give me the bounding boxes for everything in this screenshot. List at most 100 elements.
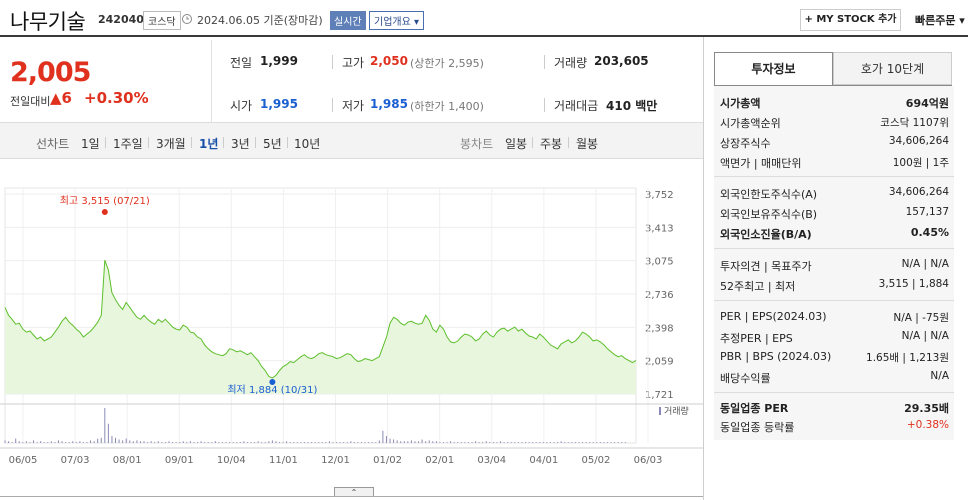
invest-row-value: 3,515 | 1,884 xyxy=(878,278,949,290)
volume-label: 거래량 xyxy=(664,405,689,417)
volume-bar xyxy=(129,440,131,443)
invest-row-value: N/A | N/A xyxy=(901,330,949,342)
volume-bar xyxy=(275,441,277,443)
volume-bar xyxy=(328,441,330,443)
volume-bar xyxy=(557,442,559,443)
volume-bar xyxy=(385,436,387,443)
volume-bar xyxy=(442,442,444,443)
volume-bar xyxy=(393,439,395,443)
volume-bar xyxy=(296,442,298,443)
x-tick-label: 06/03 xyxy=(634,455,663,466)
volume-bar xyxy=(97,438,99,443)
stock-code: 242040 xyxy=(98,13,144,26)
volume-bar xyxy=(204,442,206,443)
volume-bar xyxy=(350,441,352,443)
volume-bar xyxy=(457,442,459,443)
volume-bar xyxy=(207,442,209,443)
x-tick-label: 10/04 xyxy=(217,455,246,466)
period-1d[interactable]: 1일 xyxy=(81,137,100,151)
amount-value: 410 백만 xyxy=(606,99,658,113)
invest-row-label: 외국인소진율(B/A) xyxy=(720,228,812,241)
period-3m[interactable]: 3개월 xyxy=(156,137,186,151)
period-5y[interactable]: 5년 xyxy=(263,137,282,151)
volume-bar xyxy=(57,440,59,443)
volume-bar xyxy=(403,441,405,443)
divider xyxy=(703,37,704,500)
tab-orderbook[interactable]: 호가 10단계 xyxy=(833,52,952,85)
expand-toggle[interactable]: ⌃ xyxy=(334,487,374,497)
divider xyxy=(532,137,533,148)
high-marker xyxy=(101,209,108,215)
candle-weekly[interactable]: 주봉 xyxy=(540,137,563,151)
y-tick-label: 2,736 xyxy=(645,290,674,301)
volume-bar xyxy=(614,442,616,443)
divider xyxy=(255,137,256,148)
volume-bar xyxy=(232,442,234,443)
period-10y[interactable]: 10년 xyxy=(294,137,321,151)
volume-bar xyxy=(11,442,13,443)
volume-bar xyxy=(368,442,370,443)
volume-bar xyxy=(86,442,88,443)
volume-bar xyxy=(43,442,45,443)
volume-bar xyxy=(157,441,159,443)
add-my-stock-button[interactable]: + MY STOCK 추가 xyxy=(800,9,901,31)
volume-bar xyxy=(200,441,202,443)
candle-daily[interactable]: 일봉 xyxy=(505,137,528,151)
high-label: 최고 3,515 (07/21) xyxy=(60,195,150,207)
volume-bar xyxy=(286,441,288,443)
invest-row-label: 동일업종 PER xyxy=(720,402,789,415)
y-tick-label: 2,398 xyxy=(645,323,674,334)
volume-bar xyxy=(311,442,313,443)
volume-bar xyxy=(239,442,241,443)
volume-bar xyxy=(193,442,195,443)
realtime-button[interactable]: 실시간 xyxy=(330,11,366,30)
high-label: 고가 xyxy=(342,56,365,70)
quick-order-dropdown[interactable]: 빠른주문 ▾ xyxy=(915,14,965,27)
volume-bar xyxy=(68,442,70,443)
volume-bar xyxy=(407,441,409,443)
volume-bar xyxy=(453,442,455,443)
volume-bar xyxy=(179,442,181,443)
volume-bar xyxy=(175,442,177,443)
x-tick-label: 05/02 xyxy=(582,455,611,466)
volume-bar xyxy=(478,442,480,443)
company-info-dropdown[interactable]: 기업개요 ▾ xyxy=(369,11,424,30)
price-chart[interactable]: 3,752 3,413 3,075 2,736 2,398 2,059 1,721 06/05… xyxy=(0,160,703,485)
low-label: 최저 1,884 (10/31) xyxy=(227,384,317,396)
volume-bar xyxy=(318,442,320,443)
volume-bar xyxy=(221,442,223,443)
volume-bar xyxy=(542,442,544,443)
volume-bar xyxy=(303,442,305,443)
price-area xyxy=(5,260,636,394)
volume-bar xyxy=(15,438,17,443)
volume-bar xyxy=(82,442,84,443)
volume-bar xyxy=(325,442,327,443)
invest-row-value: 코스닥 1107위 xyxy=(880,117,949,129)
divider xyxy=(223,137,224,148)
volume-bar xyxy=(371,442,373,443)
invest-row-label: 액면가 | 매매단위 xyxy=(720,157,802,170)
header-divider xyxy=(0,35,968,37)
divider xyxy=(544,55,545,69)
period-1y[interactable]: 1년 xyxy=(199,137,219,151)
period-1w[interactable]: 1주일 xyxy=(113,137,143,151)
volume-bar xyxy=(500,441,502,443)
volume-bar xyxy=(432,441,434,443)
invest-row-label: 외국인보유주식수(B) xyxy=(720,208,818,221)
invest-row-value: 1.65배 | 1,213원 xyxy=(866,352,949,364)
volume-bar xyxy=(25,441,27,443)
volume-bar xyxy=(229,442,231,443)
candle-monthly[interactable]: 월봉 xyxy=(576,137,599,151)
divider xyxy=(105,137,106,148)
invest-row-value: N/A | -75원 xyxy=(893,312,949,324)
volume-bar xyxy=(125,438,127,443)
volume-bar xyxy=(475,441,477,443)
y-tick-label: 3,075 xyxy=(645,257,674,268)
x-tick-label: 07/03 xyxy=(61,455,90,466)
volume-bar xyxy=(107,423,109,443)
volume-bar xyxy=(54,442,56,443)
tab-invest-info[interactable]: 투자정보 xyxy=(714,52,833,85)
volume-bar xyxy=(164,442,166,443)
volume-bar xyxy=(143,441,145,443)
period-3y[interactable]: 3년 xyxy=(231,137,250,151)
